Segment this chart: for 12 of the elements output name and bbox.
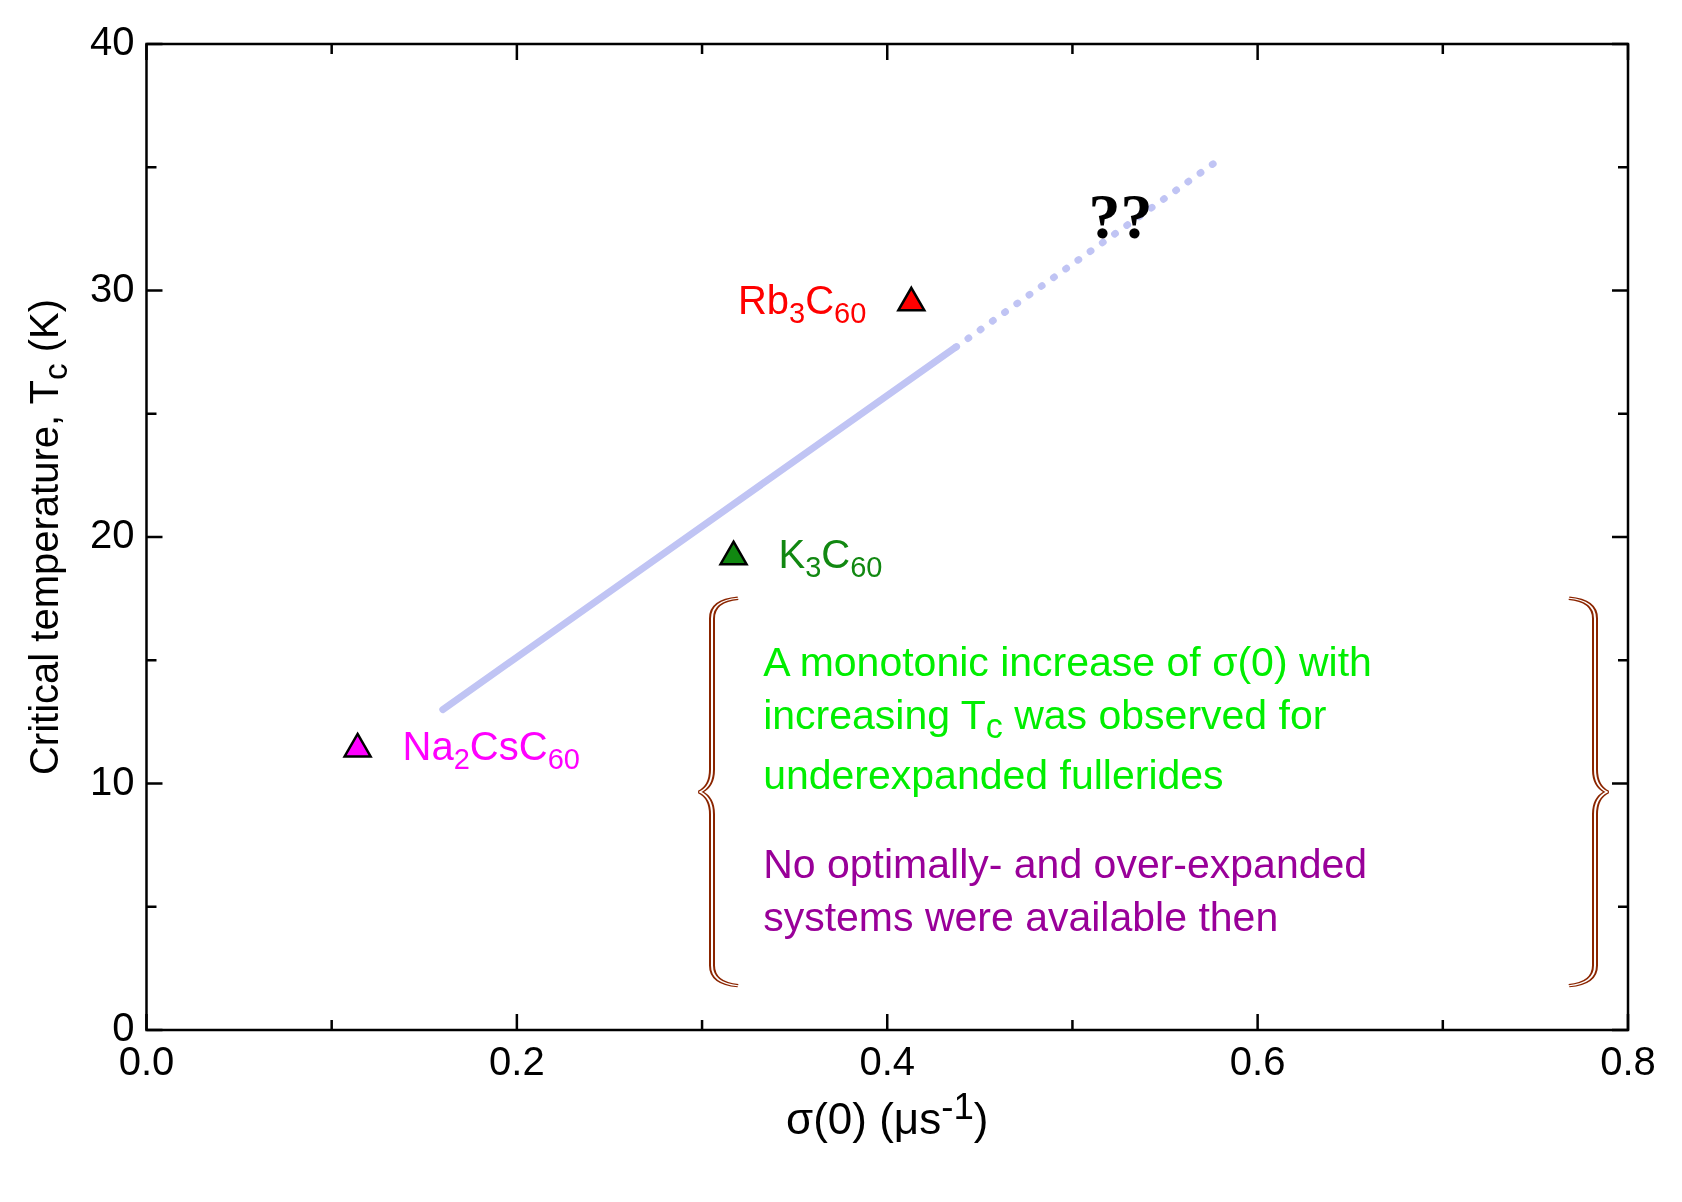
x-tick-label: 0.2 [489,1039,545,1084]
y-tick-label: 40 [89,19,135,64]
x-tick-label: 0.8 [1600,1039,1656,1084]
annotation: No optimally- and over-expanded systems were available then [763,839,1369,943]
x-tick-label: 0.6 [1229,1039,1286,1084]
y-tick-label: 10 [89,758,135,803]
annotation: A monotonic increase of σ(0) with increasing T$_{c}$ was observed for underexpanded fullerides [763,637,1373,800]
y-tick-label: 20 [89,512,135,557]
x-tick-label: 0.4 [859,1039,916,1084]
x-axis-title: σ(0) (μs$^{-1}$) [786,1085,989,1145]
y-tick-label: 30 [89,265,135,310]
annotation: ?? [1088,181,1153,253]
